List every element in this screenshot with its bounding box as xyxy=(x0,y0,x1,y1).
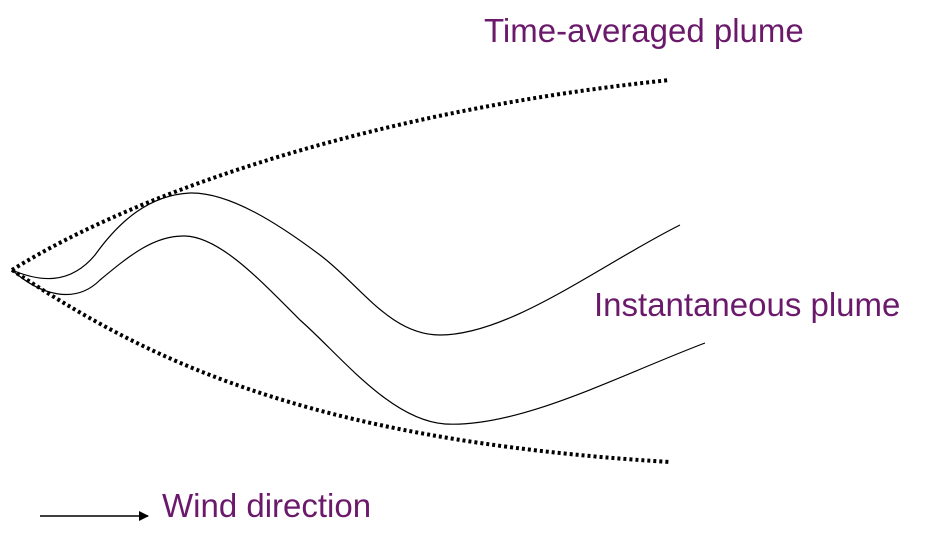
time-averaged-plume-label: Time-averaged plume xyxy=(484,12,804,49)
instantaneous-plume-upper-edge xyxy=(11,192,681,336)
instantaneous-plume-label: Instantaneous plume xyxy=(594,286,901,323)
time-averaged-plume-lower-boundary xyxy=(10,268,671,464)
instantaneous-plume-lower-edge xyxy=(11,235,706,425)
time-averaged-plume-upper-boundary xyxy=(10,78,671,272)
wind-direction-label: Wind direction xyxy=(162,487,372,524)
